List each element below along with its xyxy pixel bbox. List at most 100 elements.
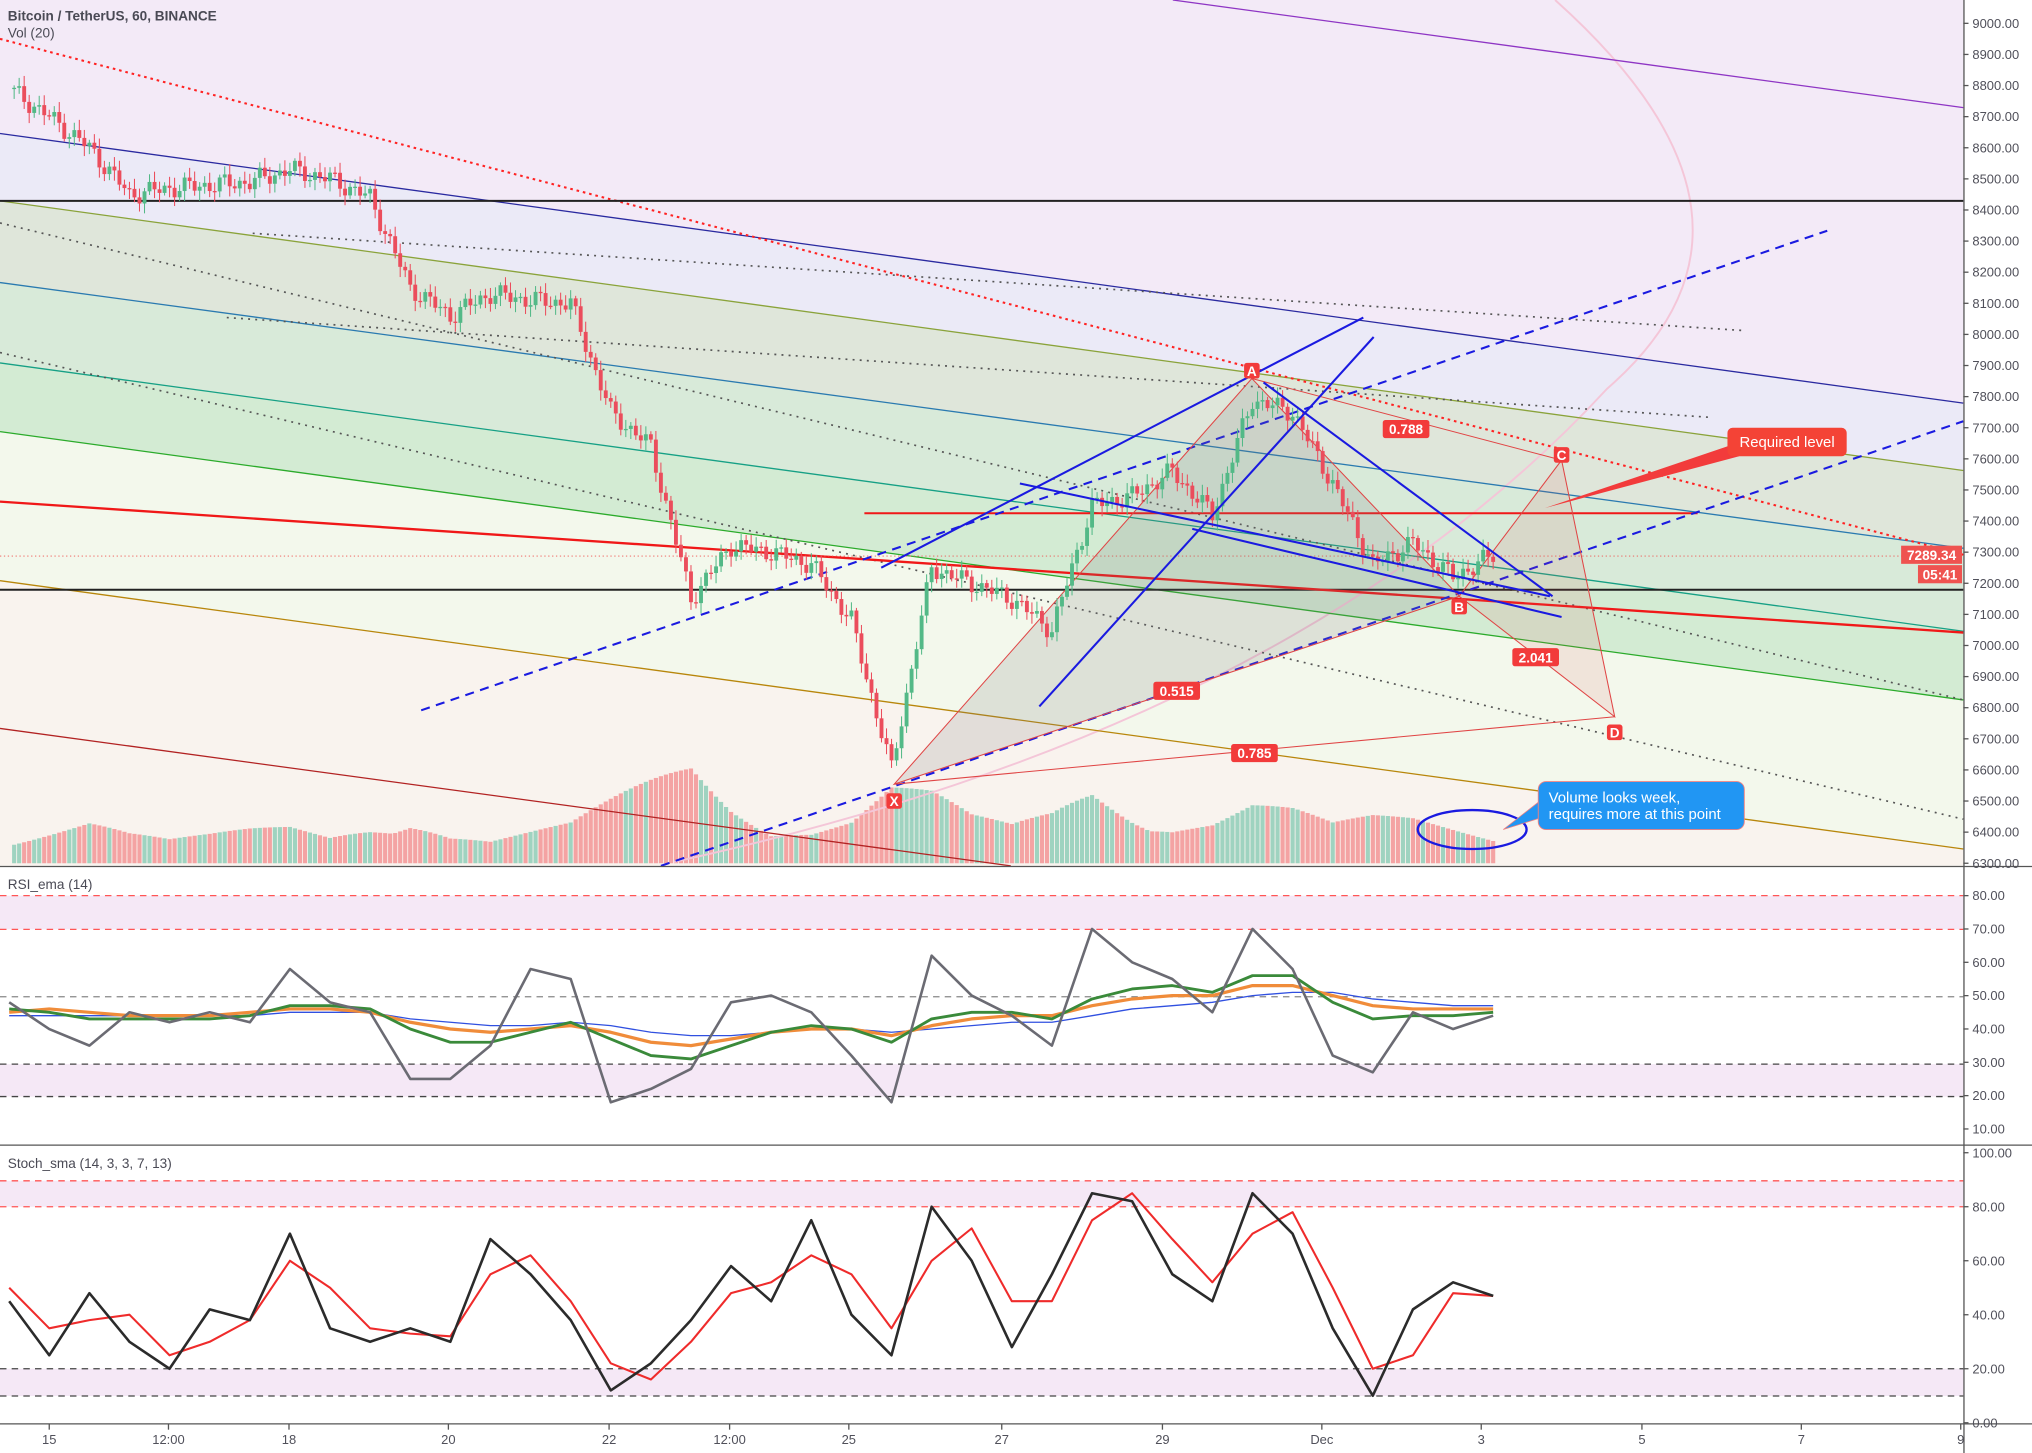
time-axis-label: 9	[1957, 1432, 1964, 1447]
candle-body	[1085, 527, 1090, 546]
candle-body	[112, 166, 117, 171]
candle-body	[829, 590, 834, 592]
candle-body	[92, 142, 97, 149]
volume-bar	[809, 834, 814, 864]
price-axis-label: 8300.00	[1972, 234, 2019, 249]
candle-body	[97, 148, 102, 168]
candle-body	[1034, 611, 1039, 614]
candle-body	[969, 576, 974, 593]
volume-bar	[1019, 820, 1024, 864]
candle-body	[17, 86, 22, 88]
price-axis-label: 8200.00	[1972, 265, 2019, 280]
candle-body	[137, 197, 142, 204]
candle-body	[618, 413, 623, 430]
required-level-callout[interactable]: Required level	[1544, 427, 1847, 509]
volume-bar	[673, 771, 679, 864]
volume-bar	[1320, 818, 1325, 864]
candle-body	[202, 182, 207, 187]
candle-body	[488, 298, 493, 304]
price-axis-label: 8600.00	[1972, 140, 2019, 155]
volume-bar	[1265, 805, 1270, 864]
volume-bar	[989, 818, 994, 864]
volume-bar	[1410, 818, 1416, 864]
time-axis-label: 27	[995, 1432, 1009, 1447]
ratio-xd-label: 0.785	[1237, 746, 1271, 761]
volume-bar	[42, 836, 47, 864]
volume-bar	[342, 835, 348, 864]
candle-body	[799, 555, 804, 565]
volume-bar	[1205, 826, 1210, 864]
candle-body	[578, 306, 583, 332]
volume-bar	[1420, 821, 1426, 864]
time-axis-label: 18	[282, 1432, 296, 1447]
volume-bar	[984, 817, 989, 864]
candle-body	[1210, 501, 1215, 521]
candle-body	[72, 130, 77, 138]
candle-body	[714, 566, 718, 574]
point-d-label: D	[1610, 726, 1620, 741]
candle-body	[749, 544, 754, 552]
volume-bar	[152, 836, 157, 864]
volume-bar	[282, 826, 287, 864]
candle-body	[473, 304, 478, 306]
volume-bar	[578, 816, 583, 864]
candle-body	[1110, 496, 1115, 503]
candle-body	[82, 137, 87, 147]
volume-bar	[132, 833, 137, 864]
volume-bar	[553, 825, 558, 864]
volume-bar	[608, 798, 613, 864]
volume-note-callout[interactable]: Volume looks week, requires more at this…	[1416, 781, 1745, 851]
volume-bar	[277, 827, 282, 864]
volume-bar	[1360, 816, 1365, 864]
volume-bar	[212, 833, 217, 864]
volume-bar	[1270, 806, 1275, 864]
volume-bars	[12, 768, 1496, 864]
volume-bar	[869, 805, 874, 864]
candle-body	[919, 615, 924, 650]
candle-body	[493, 295, 498, 304]
symbol-title[interactable]: Bitcoin / TetherUS, 60, BINANCE	[8, 9, 217, 24]
candle-body	[909, 668, 914, 693]
candle-body	[282, 170, 287, 176]
volume-bar	[97, 825, 102, 864]
candle-body	[1345, 506, 1350, 512]
volume-bar	[1215, 823, 1220, 864]
pattern-labels[interactable]: A B C D X 0.788 0.515 2.041 0.785	[886, 362, 1623, 809]
candle-body	[227, 174, 232, 187]
volume-bar	[603, 801, 608, 864]
volume-bar	[1089, 795, 1095, 864]
candle-body	[453, 321, 458, 323]
volume-bar	[72, 828, 77, 864]
stoch-pane[interactable]: Stoch_sma (14, 3, 3, 7, 13)	[0, 1156, 1964, 1398]
candle-body	[1060, 596, 1064, 607]
wedge-lines	[880, 316, 1562, 708]
volume-bar	[708, 791, 714, 864]
axes[interactable]: 9000.00 8900.00 8800.00 8700.00 8600.00 8500.…	[42, 16, 2019, 1447]
volume-bar	[623, 790, 628, 864]
price-axis-label: 7600.00	[1972, 451, 2019, 466]
volume-bar	[638, 783, 643, 864]
volume-bar	[1170, 832, 1175, 864]
volume-bar	[879, 796, 884, 864]
volume-title[interactable]: Vol (20)	[8, 26, 55, 41]
candle-body	[212, 191, 217, 193]
volume-bar	[192, 835, 197, 864]
rsi-pane[interactable]: RSI_ema (14)	[0, 877, 1964, 1104]
candle-body	[1135, 486, 1140, 494]
rsi-lines	[8, 927, 1494, 1104]
candle-body	[959, 570, 964, 579]
volume-bar	[207, 833, 212, 864]
candle-body	[1070, 563, 1074, 586]
candle-body	[719, 552, 724, 567]
volume-bar	[1110, 809, 1115, 864]
volume-bar	[327, 837, 333, 864]
volume-bar	[764, 833, 769, 864]
volume-bar	[568, 822, 573, 864]
volume-bar	[252, 828, 257, 864]
candle-body	[628, 425, 633, 429]
volume-bar	[774, 836, 779, 864]
volume-bar	[533, 830, 538, 864]
candle-body	[563, 305, 568, 310]
volume-bar	[1305, 813, 1310, 864]
